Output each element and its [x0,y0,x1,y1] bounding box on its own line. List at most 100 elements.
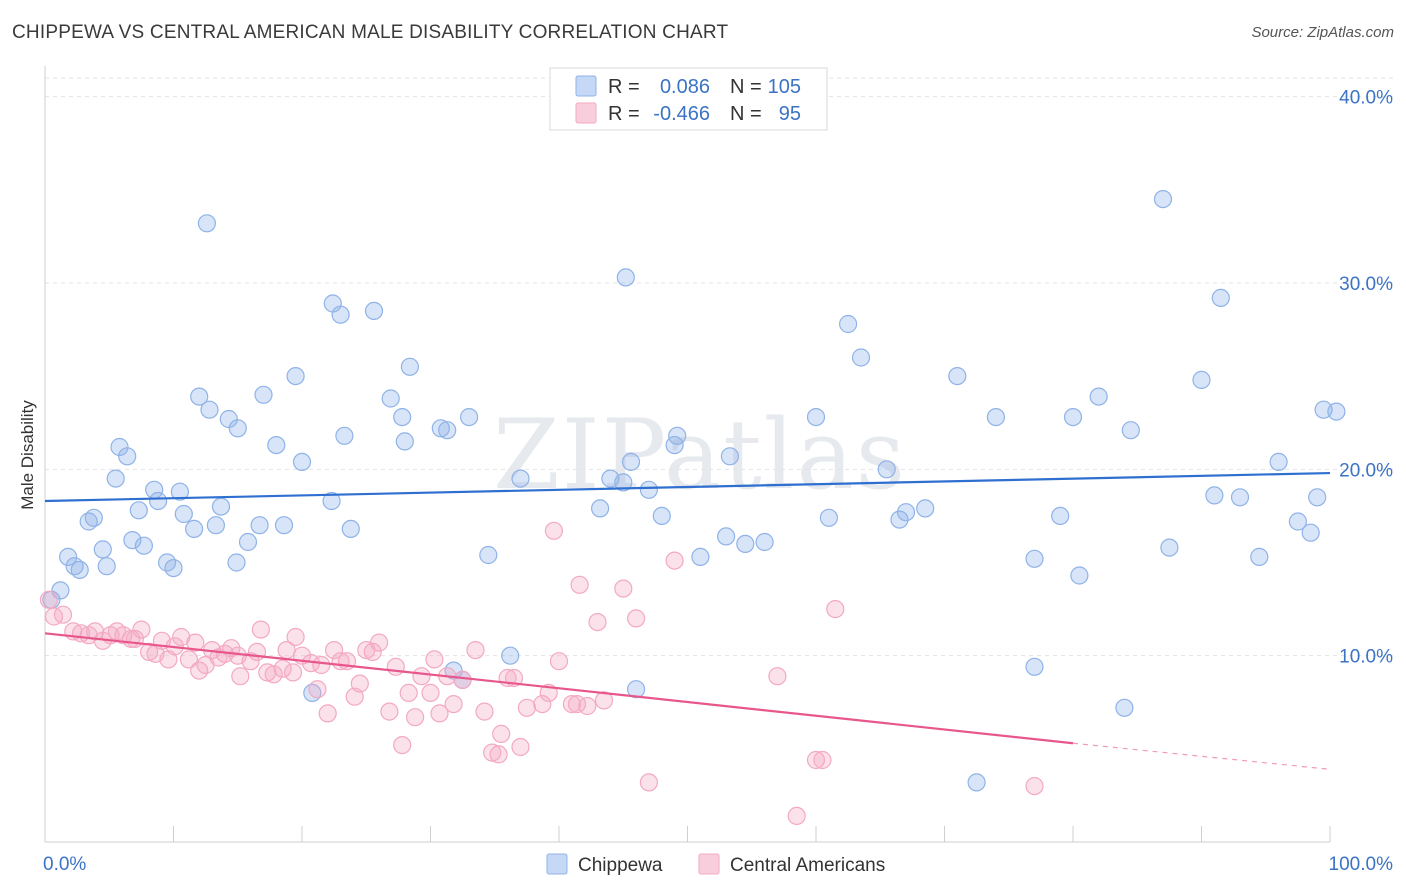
chippewa-point [129,501,148,520]
chippewa-point [1211,288,1230,307]
chippewa-point [250,516,269,535]
y-axis-label: Male Disability [18,400,37,510]
chippewa-point [134,536,153,555]
central-americans-points [39,521,1044,826]
correlation-legend: R = 0.086 N = 105 R = -0.466 N = 95 [549,67,828,131]
central-americans-point [544,521,564,540]
legend-r-label-2: R = [608,103,640,125]
chippewa-point [1269,452,1288,471]
chippewa-point [1308,488,1327,507]
chippewa-point [58,547,78,567]
chippewa-point [986,408,1006,427]
central-americans-point [826,599,845,619]
chippewa-point [228,419,247,438]
central-americans-point [549,652,569,671]
chippewa-point [197,214,216,233]
central-americans-point [421,683,440,703]
central-americans-point [444,694,463,714]
chippewa-point [274,516,294,535]
central-americans-point [363,642,382,662]
central-americans-point [286,627,305,647]
chippewa-point [896,503,916,522]
chippewa-point [652,506,671,526]
central-americans-point [231,667,250,686]
chippewa-point [70,560,89,580]
central-americans-point [578,696,597,716]
gridlines [45,77,1395,657]
chippewa-point [393,408,412,427]
chippewa-point [1301,523,1320,542]
central-americans-point [483,743,502,762]
chippewa-point [511,469,530,488]
chippewa-point [93,540,112,559]
chippewa-point [501,646,520,665]
central-americans-point [39,590,59,609]
chippewa-point [1192,370,1211,389]
bottom-legend-swatch-central-americans [698,853,720,875]
chippewa-point [97,557,116,576]
chippewa-point [616,268,635,287]
chippewa-point [1025,549,1044,568]
central-americans-point [85,622,105,641]
central-americans-point [466,640,485,660]
legend-r-value-1: 0.086 [660,76,710,98]
chippewa-point [1121,421,1140,440]
x-tick-label-start: 0.0% [43,854,86,875]
chippewa-point [626,680,646,699]
central-americans-point [241,652,260,671]
chippewa-point [331,305,350,324]
chippewa-point [84,508,103,527]
central-americans-point [453,670,472,690]
central-americans-point [393,735,412,755]
central-americans-trend-extension [1072,742,1331,770]
chippewa-point [254,385,273,404]
chippewa-point [890,510,909,529]
central-americans-point [325,640,344,660]
chippewa-point [149,491,168,511]
chippewa-point [639,480,659,499]
series-legend: Chippewa Central Americans [546,853,885,876]
central-americans-point [475,702,494,721]
chippewa-point [400,357,419,376]
chippewa-point [838,314,858,334]
central-americans-point [813,750,832,770]
central-americans-point [258,663,277,682]
chippewa-point [614,473,633,492]
chippewa-point [691,547,710,567]
chippewa-point [716,527,736,546]
chippewa-point [916,499,935,518]
central-americans-point [53,605,73,624]
chippewa-point [174,504,193,524]
chippewa-point [819,508,839,527]
central-americans-point [132,620,151,639]
central-americans-point [787,806,806,826]
chippewa-point [211,497,231,516]
chippewa-point [292,452,312,471]
central-americans-point [768,667,787,686]
chippewa-point [1089,387,1108,406]
central-americans-point [806,750,826,770]
chippewa-point [322,491,341,511]
chippewa-point [1115,698,1134,717]
chippewa-point [806,408,826,427]
chippewa-point [164,558,183,578]
chippewa-point [851,348,871,367]
chippewa-point [341,519,360,539]
central-americans-point [386,657,405,676]
chippewa-point [1051,506,1070,526]
y-tick-label: 40.0% [1339,88,1393,109]
legend-n-value-2: 95 [779,103,801,125]
central-americans-point [308,680,327,699]
y-tick-label: 30.0% [1339,274,1393,295]
chippewa-point [110,437,129,457]
central-americans-point [665,551,684,570]
y-tick-labels: 10.0% 20.0% 30.0% 40.0% [1339,88,1393,668]
chippewa-point [431,419,450,438]
y-tick-label: 10.0% [1339,647,1393,668]
central-americans-point [430,704,449,723]
chippewa-point [1025,657,1044,676]
chippewa-point [1327,402,1346,421]
central-americans-point [626,609,646,628]
chippewa-point [185,519,204,539]
